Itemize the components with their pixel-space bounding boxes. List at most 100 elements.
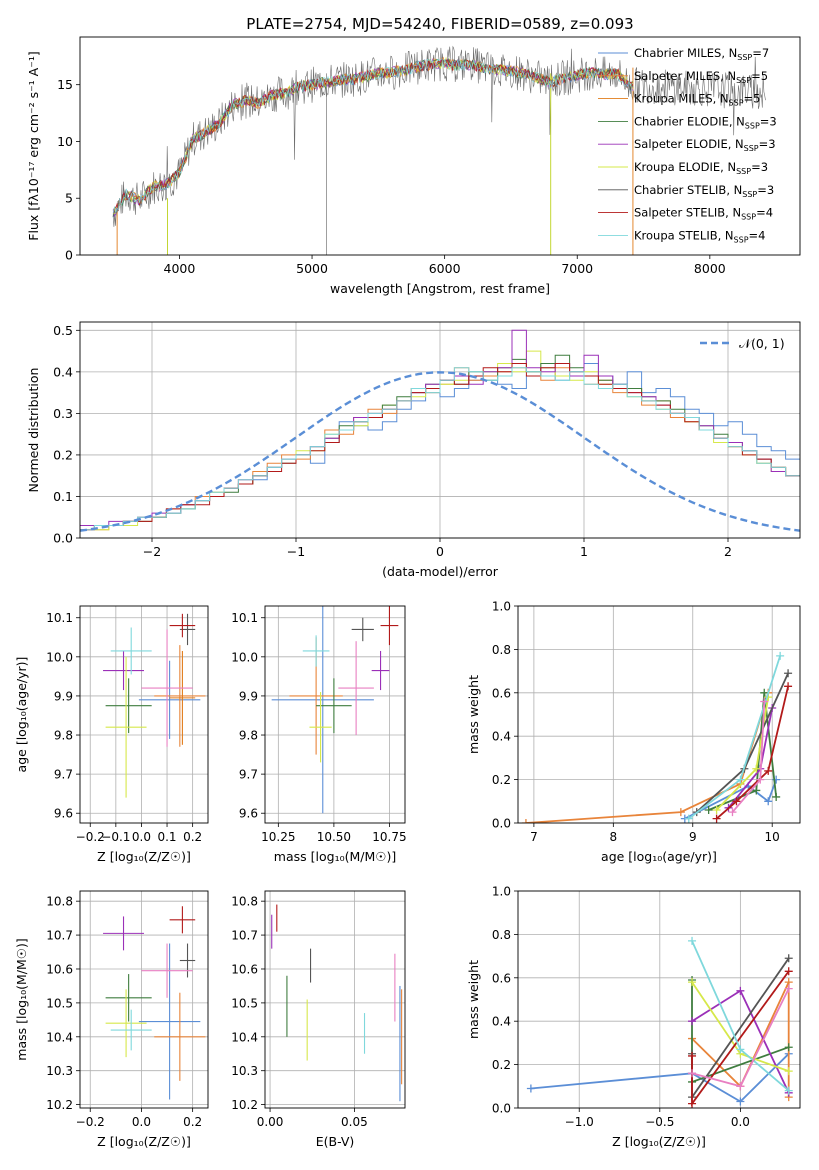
- x-tick-label: 0.2: [183, 1115, 202, 1129]
- legend-subscript: SSP: [729, 99, 744, 108]
- mass-weight-marker: [712, 814, 721, 823]
- y-tick-label: 0.3: [53, 406, 73, 421]
- legend-count: =3: [751, 160, 768, 174]
- x-tick-label: 5000: [296, 261, 328, 276]
- legend: Chabrier MILES, NSSP=7 Salpeter MILES, NS…: [598, 46, 777, 244]
- y-tick-label: 15: [57, 77, 73, 92]
- y-axis-label: mass weight: [466, 675, 481, 754]
- plot-area: [271, 904, 403, 1102]
- legend-count: =3: [759, 137, 776, 151]
- legend-count: =3: [760, 114, 777, 128]
- y-axis-label: Flux [fλ10⁻¹⁷ erg cm⁻² s⁻¹ A⁻¹]: [26, 51, 41, 240]
- y-tick-label: 9.9: [239, 689, 258, 703]
- y-tick-label: 10.8: [231, 895, 258, 909]
- x-tick-label: −1: [287, 544, 305, 559]
- residuals-panel: −2 −1 0 1 2 0.0 0.1 0.2 0.3 0.4 0.5 (data-model)/er…: [26, 321, 801, 579]
- y-tick-label: 0: [65, 248, 73, 263]
- legend-count: =4: [749, 228, 766, 242]
- x-axis-label: Z [log₁₀(Z/Z☉)]: [97, 1134, 191, 1149]
- legend-count: =7: [752, 46, 769, 60]
- y-tick-label: 9.6: [54, 807, 73, 821]
- mass-weight-marker: [712, 805, 721, 814]
- x-tick-label: −2: [143, 544, 161, 559]
- y-axis-label: mass weight: [466, 960, 481, 1039]
- mass-weight-marker: [752, 764, 761, 773]
- mass-weight-line: [684, 779, 778, 820]
- mass-weight-marker: [688, 1099, 697, 1108]
- legend-count: =5: [744, 92, 761, 106]
- legend-subscript: SSP: [736, 76, 751, 85]
- mass-weight-marker: [526, 1084, 535, 1093]
- x-axis-label: Z [log₁₀(Z/Z☉)]: [612, 1134, 706, 1149]
- legend-subscript: SSP: [736, 167, 751, 176]
- grid: [265, 891, 405, 1108]
- y-tick-label: 0.4: [492, 1015, 511, 1029]
- y-tick-label: 10.1: [46, 611, 73, 625]
- y-tick-label: 10.2: [231, 1098, 258, 1112]
- mass-weight-marker: [764, 797, 773, 806]
- grid: [80, 606, 208, 823]
- x-axis-label: age [log₁₀(age/yr)]: [601, 849, 717, 864]
- mass-weight-marker: [752, 786, 761, 795]
- legend-subscript: SSP: [745, 121, 760, 130]
- spectrum-model-line: [112, 58, 633, 214]
- legend-subscript: SSP: [734, 235, 749, 244]
- mass-weight-marker: [760, 697, 769, 706]
- mass-vs-ebv-panel: 0.00 0.05 10.2 10.3 10.4 10.5 10.6 10.7 10.8 E(B-…: [231, 890, 406, 1149]
- legend-entry: Chabrier STELIB, NSSP=3: [634, 183, 774, 199]
- plot-area: [271, 606, 399, 814]
- grid: [518, 605, 800, 824]
- plot-area: [112, 45, 766, 255]
- x-tick-label: 8: [610, 830, 618, 844]
- x-tick-label: 0.0: [132, 830, 151, 844]
- mass-weight-marker: [521, 819, 530, 823]
- x-axis-label: wavelength [Angstrom, rest frame]: [330, 281, 550, 296]
- axes-frame: [79, 605, 209, 824]
- mass-weight-marker: [736, 986, 745, 995]
- y-tick-label: 9.6: [239, 807, 258, 821]
- legend-entry: Salpeter STELIB, NSSP=4: [634, 206, 773, 222]
- x-tick-label: 0.1: [157, 830, 176, 844]
- grid: [80, 322, 800, 539]
- legend-count: =4: [756, 206, 773, 220]
- axes-frame: [264, 605, 406, 824]
- normal-curve: [80, 371, 800, 532]
- legend-entry: Kroupa MILES, NSSP=5: [634, 92, 760, 108]
- y-tick-label: 10.7: [46, 929, 73, 943]
- y-tick-label: 10.2: [46, 1098, 73, 1112]
- axes-frame: [79, 36, 801, 256]
- mass-weight-marker: [684, 814, 693, 823]
- y-tick-label: 0.8: [492, 928, 511, 942]
- legend-entry: Salpeter ELODIE, NSSP=3: [634, 137, 776, 153]
- y-tick-label: 0.0: [53, 531, 73, 546]
- y-tick-label: 10.0: [46, 650, 73, 664]
- y-tick-label: 0.8: [492, 643, 511, 657]
- y-tick-label: 9.9: [54, 689, 73, 703]
- axes-frame: [517, 890, 801, 1109]
- mass-weight-marker: [736, 1097, 745, 1106]
- x-axis-label: (data-model)/error: [382, 564, 499, 579]
- legend-entry: Chabrier MILES, NSSP=7: [634, 46, 769, 62]
- mass-weight-marker: [784, 967, 793, 976]
- legend-count: =5: [751, 69, 768, 83]
- grid: [80, 891, 208, 1108]
- mass-weight-marker: [784, 1067, 793, 1076]
- y-tick-label: 5: [65, 191, 73, 206]
- y-axis-label: Normed distribution: [26, 368, 41, 493]
- y-tick-label: 9.8: [239, 729, 258, 743]
- y-tick-label: 1.0: [492, 600, 511, 614]
- mass-weight-marker: [784, 984, 793, 993]
- legend-entry: Kroupa ELODIE, NSSP=3: [634, 160, 768, 176]
- mass-weight-line: [530, 1053, 790, 1103]
- legend-entry: Salpeter MILES, NSSP=5: [634, 69, 768, 85]
- y-tick-label: 1.0: [492, 885, 511, 899]
- y-tick-label: 0.1: [53, 489, 73, 504]
- x-tick-label: 10.75: [372, 830, 406, 844]
- mass-weight-marker: [704, 805, 713, 814]
- x-tick-label: 7000: [561, 261, 593, 276]
- x-tick-label: 10: [765, 830, 780, 844]
- mass-weight-marker: [732, 797, 741, 806]
- x-tick-label: 0.0: [132, 1115, 151, 1129]
- y-tick-label: 10.7: [231, 929, 258, 943]
- axes-frame: [79, 890, 209, 1109]
